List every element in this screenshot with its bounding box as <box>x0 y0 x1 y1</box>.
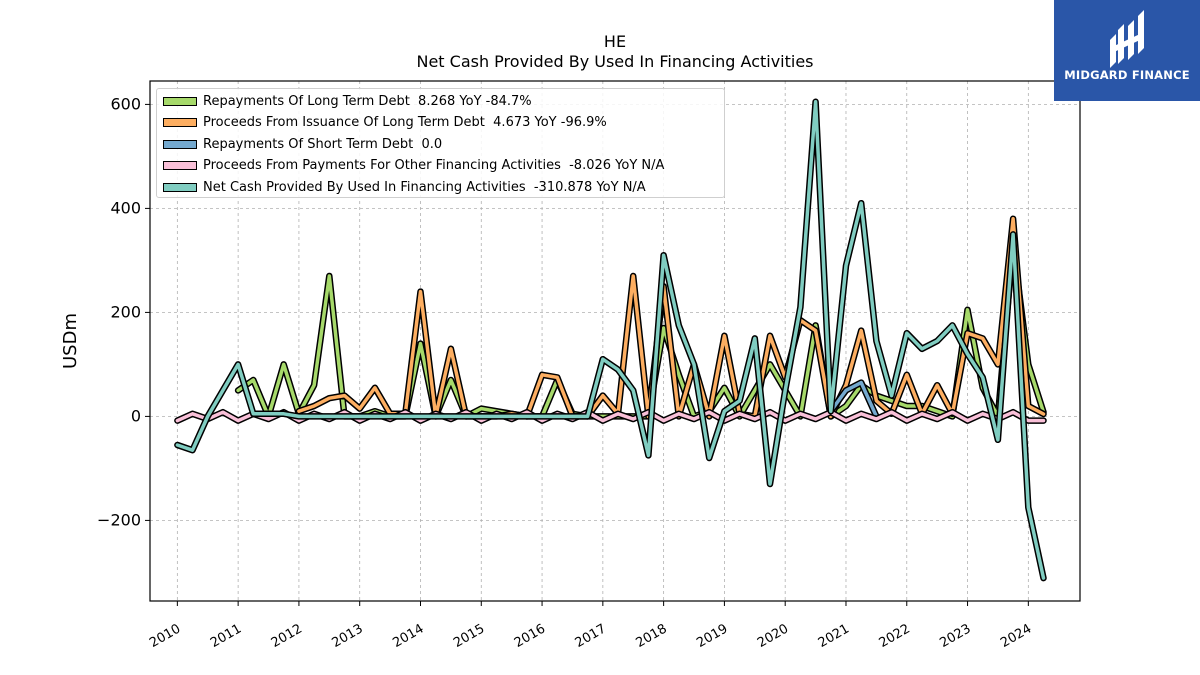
legend-swatch <box>163 139 197 149</box>
y-tick-label: 400 <box>110 198 141 217</box>
series-layer <box>174 98 1047 582</box>
y-tick-label: 600 <box>110 94 141 113</box>
x-tick-label: 2011 <box>208 621 244 651</box>
x-tick-label: 2018 <box>633 621 669 651</box>
x-tick-label: 2019 <box>694 621 730 651</box>
y-tick-label: 200 <box>110 302 141 321</box>
y-tick-label: −200 <box>97 510 141 529</box>
legend-swatch <box>163 96 197 106</box>
logo-text: MIDGARD FINANCE <box>1064 68 1190 82</box>
series-outline <box>295 215 1047 420</box>
legend-item: Net Cash Provided By Used In Financing A… <box>163 178 646 196</box>
legend-label: Repayments Of Long Term Debt 8.268 YoY -… <box>203 93 532 109</box>
legend-item: Repayments Of Short Term Debt 0.0 <box>163 135 442 153</box>
legend-label: Repayments Of Short Term Debt 0.0 <box>203 136 443 152</box>
legend-label: Proceeds From Payments For Other Financi… <box>203 158 665 173</box>
legend-swatch <box>163 182 197 192</box>
legend-label: Net Cash Provided By Used In Financing A… <box>203 179 646 195</box>
x-tick-label: 2015 <box>451 621 487 651</box>
x-tick-label: 2023 <box>937 621 973 651</box>
series-repayments-of-short-term-debt <box>827 379 880 420</box>
series-net-cash-provided-by-used-in-financing-activities <box>174 98 1047 582</box>
legend-item: Proceeds From Payments For Other Financi… <box>163 157 664 175</box>
series-line <box>297 217 1046 419</box>
legend-item: Proceeds From Issuance Of Long Term Debt… <box>163 114 607 132</box>
x-tick-label: 2021 <box>816 621 852 651</box>
legend-label: Proceeds From Issuance Of Long Term Debt… <box>203 115 607 130</box>
y-axis-label: USDm <box>60 313 81 369</box>
legend-swatch <box>163 161 197 170</box>
x-tick-label: 2024 <box>998 621 1034 651</box>
logo-mark-icon <box>1110 10 1144 68</box>
x-tick-label: 2017 <box>573 621 609 651</box>
legend-swatch <box>163 118 197 127</box>
x-tick-label: 2022 <box>877 621 913 651</box>
x-tick-label: 2020 <box>755 621 791 651</box>
x-tick-label: 2013 <box>330 621 366 651</box>
x-tick-label: 2012 <box>269 621 305 651</box>
chart-title-line2: Net Cash Provided By Used In Financing A… <box>416 52 814 71</box>
x-tick-label: 2010 <box>147 621 183 651</box>
x-tick-label: 2016 <box>512 621 548 651</box>
series-proceeds-from-issuance-of-long-term-debt <box>295 215 1047 420</box>
chart-legend: Repayments Of Long Term Debt 8.268 YoY -… <box>156 88 725 198</box>
legend-item: Repayments Of Long Term Debt 8.268 YoY -… <box>163 92 532 110</box>
y-tick-label: 0 <box>131 406 141 425</box>
logo: MIDGARD FINANCE <box>1054 0 1200 101</box>
chart-title-line1: HE <box>603 32 627 51</box>
series-line <box>829 380 879 419</box>
x-tick-label: 2014 <box>390 621 426 651</box>
plot-frame <box>149 80 1081 602</box>
series-line <box>175 100 1046 580</box>
